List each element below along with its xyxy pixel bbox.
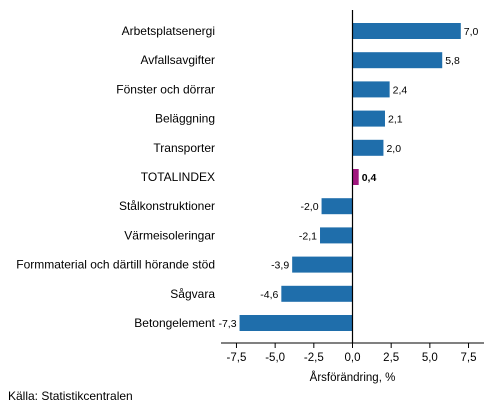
value-label-4: 2,0	[386, 143, 401, 155]
category-label-1: Avfallsavgifter	[141, 53, 215, 67]
value-labels: 7,0 5,8 2,4 2,1 2,0 0,4 -2,0 -2,1 -3,9 -4,6 -7,3	[218, 26, 478, 330]
source-note: Källa: Statistikcentralen	[8, 389, 133, 403]
bar-4	[352, 139, 384, 156]
value-label-1: 5,8	[445, 55, 460, 67]
x-axis-title: Årsförändring, %	[310, 371, 396, 384]
value-label-3: 2,1	[388, 114, 403, 126]
value-label-8: -3,9	[271, 260, 289, 272]
category-label-6: Stålkonstruktioner	[119, 199, 215, 213]
bars-group	[239, 23, 461, 331]
category-label-2: Fönster och dörrar	[116, 82, 215, 96]
bar-2	[352, 81, 390, 98]
value-label-5: 0,4	[362, 172, 377, 184]
bar-1	[352, 52, 443, 69]
value-label-2: 2,4	[393, 84, 408, 96]
bar-0	[352, 23, 461, 39]
category-label-3: Beläggning	[155, 112, 215, 126]
x-tick-label-5: 5,0	[422, 352, 438, 364]
value-label-10: -7,3	[218, 318, 236, 330]
bar-10	[239, 315, 353, 331]
value-label-0: 7,0	[464, 26, 479, 38]
x-axis-ticks: -7,5 -5,0 -2,5 0,0 2,5 5,0 7,5	[227, 343, 477, 364]
category-label-0: Arbetsplatsenergi	[122, 24, 215, 38]
x-tick-label-1: -5,0	[265, 352, 285, 364]
category-label-9: Sågvara	[170, 287, 215, 301]
value-label-6: -2,0	[300, 201, 318, 213]
category-labels: Arbetsplatsenergi Avfallsavgifter Fönster …	[16, 24, 215, 330]
category-label-5: TOTALINDEX	[141, 170, 215, 184]
category-label-8: Formmaterial och därtill hörande stöd	[16, 258, 215, 272]
category-label-7: Värmeisoleringar	[124, 228, 215, 242]
x-tick-label-6: 7,5	[461, 352, 477, 364]
x-tick-label-2: -2,5	[304, 352, 324, 364]
value-label-9: -4,6	[260, 289, 278, 301]
category-label-4: Transporter	[153, 141, 215, 155]
bar-8	[292, 256, 353, 273]
bar-3	[352, 110, 385, 127]
bar-6	[321, 198, 353, 215]
value-label-7: -2,1	[299, 230, 317, 242]
x-tick-label-0: -7,5	[227, 352, 247, 364]
bar-9	[281, 285, 353, 302]
x-tick-label-3: 0,0	[345, 352, 361, 364]
bar-5	[352, 169, 359, 185]
category-label-10: Betongelement	[134, 316, 215, 330]
bar-7	[320, 227, 353, 244]
x-tick-label-4: 2,5	[383, 352, 399, 364]
